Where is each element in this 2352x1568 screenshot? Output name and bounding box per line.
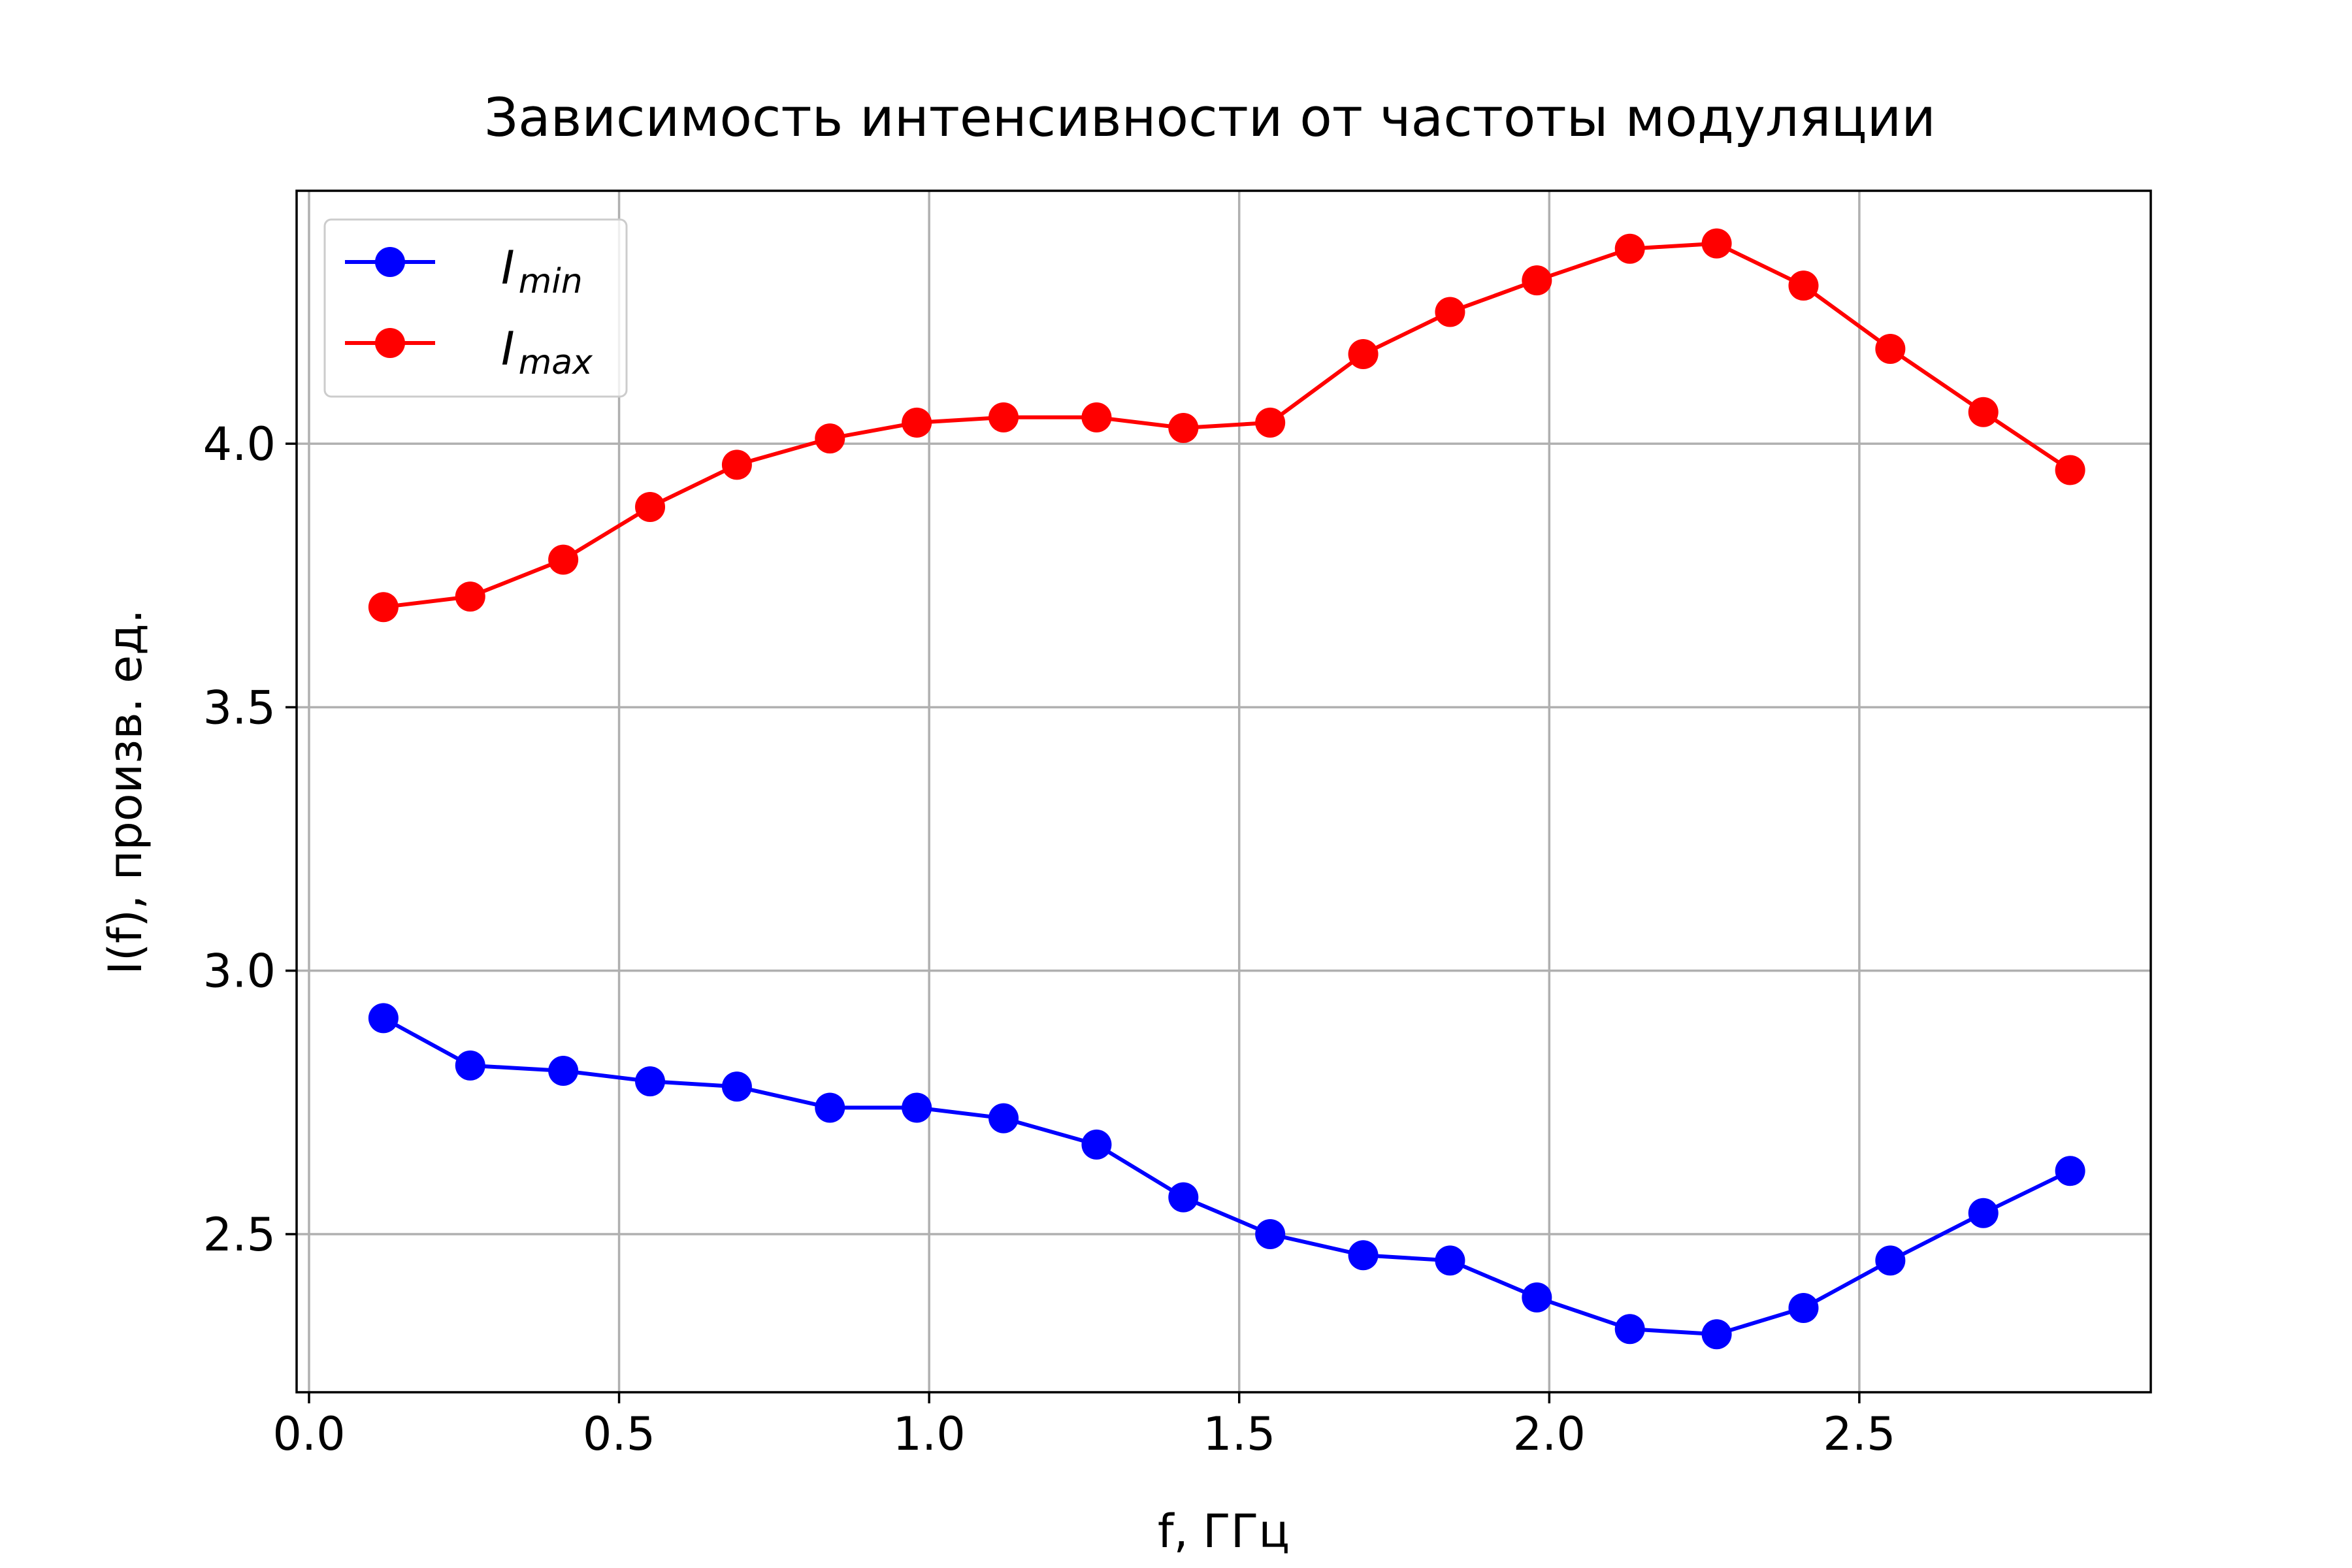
legend-label-i-max-base: I [501,322,515,376]
legend-swatch-marker-i-min [375,247,405,277]
data-point-i-max-4 [721,449,752,480]
legend-label-i-max-sub: max [519,343,594,382]
series-layer [368,228,2085,1350]
data-point-i-min-19 [2055,1156,2085,1186]
grid-layer [297,191,2151,1392]
x-axis-label: f, ГГц [1158,1505,1290,1558]
legend-label-i-min-base: I [501,241,515,295]
data-point-i-min-10 [1255,1219,1286,1250]
series-line-i-max [383,241,2072,610]
data-point-i-min-1 [455,1050,485,1081]
axis-layer: 0.0 0.5 1.0 1.5 2.0 2.5 2.5 3.0 3.5 4.0 [203,417,1896,1461]
data-point-i-max-8 [1081,402,1112,433]
data-point-i-min-6 [902,1092,932,1123]
data-point-i-min-11 [1348,1240,1379,1271]
data-point-i-max-1 [455,581,485,612]
y-tick-label-1: 3.0 [203,945,276,998]
data-point-i-min-4 [721,1071,752,1102]
data-point-i-max-14 [1614,233,1645,264]
data-point-i-min-2 [548,1055,579,1086]
data-point-i-max-12 [1435,297,1465,327]
data-point-i-max-10 [1255,407,1286,438]
data-point-i-max-15 [1701,228,1732,259]
data-point-i-min-13 [1522,1282,1552,1313]
x-tick-label-2: 1.0 [892,1407,965,1461]
data-point-i-max-11 [1348,339,1379,370]
y-axis-label: I(f), произв. ед. [99,609,152,975]
data-point-i-max-9 [1168,412,1199,443]
data-point-i-max-0 [368,592,399,623]
data-point-i-min-3 [635,1066,666,1097]
data-point-i-min-9 [1168,1182,1199,1213]
data-point-i-min-5 [815,1092,845,1123]
data-point-i-max-2 [548,544,579,575]
y-tick-label-2: 3.5 [203,681,276,734]
data-point-i-min-16 [1788,1292,1819,1323]
x-tick-label-3: 1.5 [1203,1407,1275,1461]
data-point-i-max-17 [1875,333,1906,364]
legend-swatch-marker-i-max [375,328,405,358]
data-point-i-max-19 [2055,455,2085,485]
y-tick-label-0: 2.5 [203,1208,276,1262]
data-point-i-max-7 [988,402,1019,433]
x-tick-label-1: 0.5 [583,1407,655,1461]
x-tick-label-5: 2.5 [1823,1407,1895,1461]
data-point-i-max-3 [635,491,666,522]
data-point-i-min-8 [1081,1129,1112,1160]
data-point-i-min-17 [1875,1245,1906,1276]
plot-area-frame [295,189,2152,1394]
data-point-i-min-7 [988,1103,1019,1134]
data-point-i-max-16 [1788,270,1819,301]
y-tick-label-3: 4.0 [203,417,276,471]
data-point-i-max-5 [815,423,845,454]
chart-title: Зависимость интенсивности от частоты мод… [484,88,1936,149]
data-point-i-max-18 [1968,397,1999,427]
data-point-i-min-12 [1435,1245,1465,1276]
x-tick-label-0: 0.0 [272,1407,345,1461]
legend-label-i-min-sub: min [519,262,583,301]
data-point-i-max-13 [1522,265,1552,296]
data-point-i-min-14 [1614,1314,1645,1345]
data-point-i-min-18 [1968,1198,1999,1228]
x-tick-label-4: 2.0 [1513,1407,1586,1461]
data-point-i-min-15 [1701,1319,1732,1350]
data-point-i-min-0 [368,1003,399,1034]
data-point-i-max-6 [902,407,932,438]
